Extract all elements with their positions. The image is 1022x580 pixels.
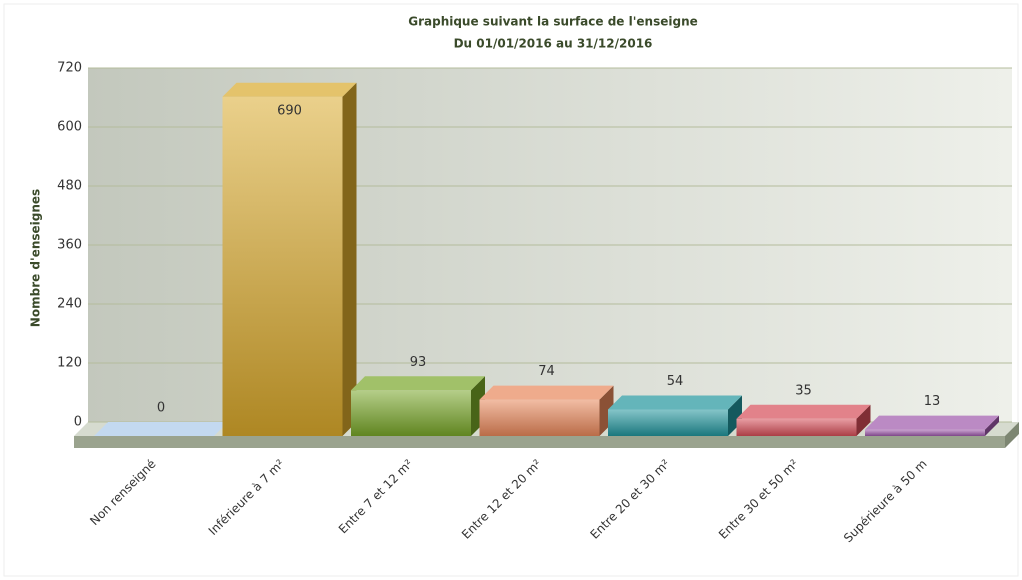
- y-tick-label: 120: [57, 356, 82, 371]
- bar: [865, 415, 999, 436]
- chart-title: Graphique suivant la surface de l'enseig…: [408, 15, 698, 29]
- bar-side: [985, 415, 999, 436]
- bar-front: [608, 409, 728, 436]
- value-label: 54: [667, 374, 684, 389]
- bar: [351, 376, 485, 436]
- y-axis-label: Nombre d'enseignes: [29, 189, 43, 327]
- bar-top: [736, 404, 871, 419]
- bar-top: [222, 82, 357, 97]
- bar: [479, 385, 614, 436]
- bar-top: [608, 395, 742, 410]
- bar-side: [728, 395, 742, 436]
- floor-side: [1005, 422, 1019, 448]
- y-tick-label: 240: [57, 297, 82, 312]
- y-tick-label: 600: [57, 120, 82, 135]
- bar-top: [479, 385, 614, 400]
- floor-edge: [74, 436, 1005, 448]
- bar-front: [351, 390, 471, 436]
- bar-side: [856, 404, 871, 436]
- y-tick-label: 360: [57, 238, 82, 253]
- value-label: 35: [795, 383, 812, 398]
- bar-front: [736, 418, 857, 436]
- chart-subtitle: Du 01/01/2016 au 31/12/2016: [454, 37, 653, 51]
- y-tick-label: 0: [74, 415, 82, 430]
- y-tick-label: 480: [57, 179, 82, 194]
- bar: [94, 422, 228, 436]
- bar-side: [342, 82, 357, 436]
- value-label: 74: [538, 364, 555, 379]
- bar: [222, 82, 357, 436]
- bar: [608, 395, 742, 436]
- value-label: 13: [924, 394, 941, 409]
- bar-front: [222, 96, 343, 436]
- value-label: 93: [410, 355, 427, 370]
- y-tick-label: 720: [57, 61, 82, 76]
- bar-top: [351, 376, 485, 391]
- value-label: 690: [277, 103, 302, 118]
- bar-top: [94, 422, 228, 436]
- bar: [736, 404, 871, 436]
- bar-top: [865, 415, 999, 430]
- bar-front: [479, 399, 600, 436]
- value-label: 0: [157, 401, 165, 416]
- bar-front: [865, 429, 985, 436]
